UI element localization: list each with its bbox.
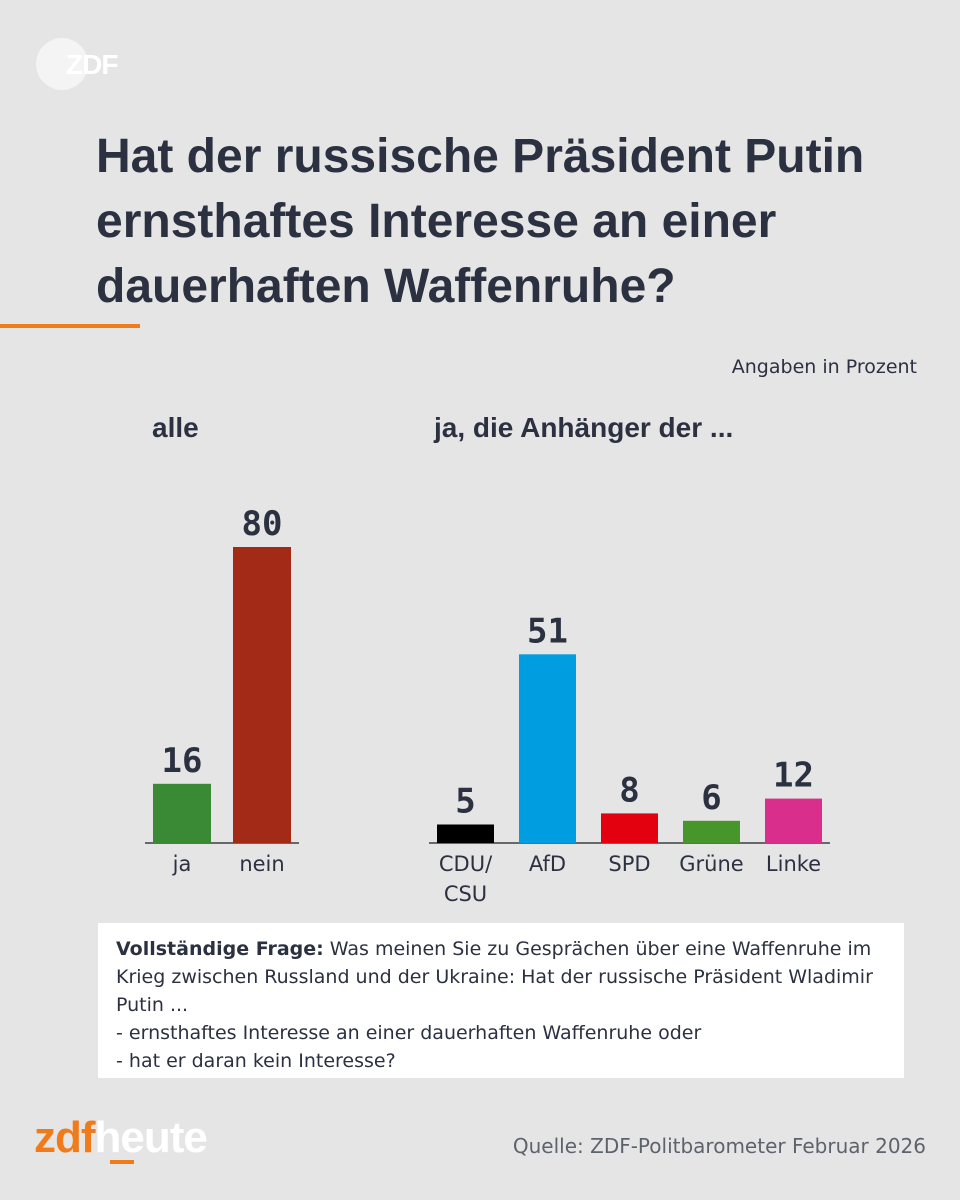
bar-spd	[601, 813, 658, 843]
question-body: Was meinen Sie zu Gesprächen über eine W…	[116, 938, 873, 1016]
question-label: Vollständige Frage:	[116, 938, 324, 960]
zdf-logo-icon: ZDF	[36, 38, 119, 90]
category-label-cducsu: CDU/CSU	[439, 852, 493, 906]
brand-zdf: zdf	[34, 1113, 96, 1162]
brand-heute: heute	[94, 1113, 208, 1162]
bar-chart: 16 ja 80 nein 5 CDU/CSU 51 AfD 8 SPD 6 Grüne 12 Linke	[145, 504, 830, 906]
category-label-afd: AfD	[529, 852, 566, 876]
value-label-grüne: 6	[701, 778, 721, 818]
headline: Hat der russische Präsident Putin ernsth…	[96, 130, 865, 313]
question-option-1: - ernsthaftes Interesse an einer dauerha…	[116, 1022, 702, 1044]
category-label-linke: Linke	[766, 852, 821, 876]
bar-ja	[153, 783, 211, 843]
zdfheute-logo: zdfheute	[34, 1112, 208, 1164]
category-label-nein: nein	[239, 852, 284, 876]
bar-linke	[765, 798, 822, 843]
accent-line	[0, 324, 140, 328]
brand-underline	[110, 1160, 134, 1164]
svg-text:ZDF: ZDF	[66, 49, 118, 80]
bar-afd	[519, 654, 576, 843]
category-label-spd: SPD	[608, 852, 650, 876]
group-title-parties: ja, die Anhänger der ...	[434, 412, 734, 443]
value-label-linke: 12	[773, 756, 814, 796]
unit-note: Angaben in Prozent	[731, 356, 917, 378]
value-label-nein: 80	[242, 504, 283, 544]
question-box: Vollständige Frage: Was meinen Sie zu Ge…	[98, 923, 904, 1078]
source-note: Quelle: ZDF-Politbarometer Februar 2026	[512, 1134, 926, 1158]
value-label-ja: 16	[162, 741, 203, 781]
bar-nein	[233, 547, 291, 843]
bar-cducsu	[437, 824, 494, 843]
value-label-cducsu: 5	[455, 782, 475, 822]
bar-grüne	[683, 820, 740, 843]
category-label-grüne: Grüne	[679, 852, 743, 876]
question-option-2: - hat er daran kein Interesse?	[116, 1050, 396, 1072]
zdf-top-logo: ZDF	[36, 36, 136, 92]
question-text: Vollständige Frage: Was meinen Sie zu Ge…	[116, 935, 886, 1019]
category-label-ja: ja	[172, 852, 192, 876]
value-label-spd: 8	[619, 770, 639, 810]
group-title-alle: alle	[152, 412, 199, 443]
value-label-afd: 51	[527, 611, 568, 651]
